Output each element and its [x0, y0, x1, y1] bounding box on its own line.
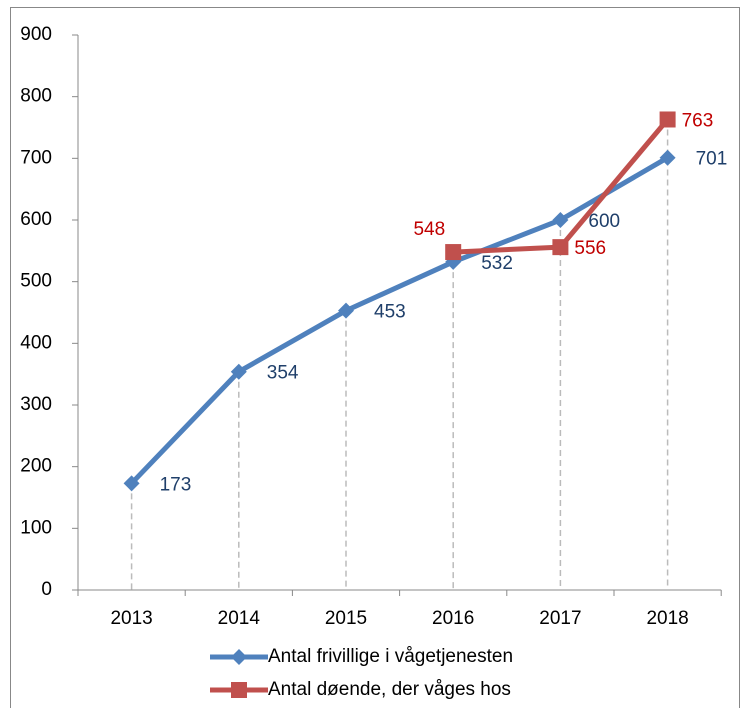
marker [445, 244, 462, 261]
y-tick-label: 0 [41, 579, 52, 600]
y-tick-label: 400 [20, 332, 52, 353]
y-tick-label: 800 [20, 86, 52, 107]
data-label: 763 [682, 110, 714, 131]
x-tick-label: 2015 [325, 608, 367, 629]
y-tick-label: 100 [20, 517, 52, 538]
data-label: 556 [574, 238, 606, 259]
x-tick-label: 2014 [218, 608, 261, 629]
data-label: 548 [413, 219, 445, 240]
data-label: 173 [160, 474, 192, 495]
chart-border [10, 7, 740, 708]
y-tick-label: 900 [20, 24, 52, 45]
marker [123, 475, 140, 492]
marker [552, 239, 569, 256]
x-tick-label: 2013 [110, 608, 152, 629]
marker [552, 212, 569, 228]
data-label: 453 [374, 302, 406, 323]
y-tick-label: 300 [20, 394, 52, 415]
x-tick-label: 2016 [432, 608, 474, 629]
marker [338, 302, 354, 319]
data-label: 600 [588, 211, 620, 232]
marker [445, 253, 462, 270]
data-label: 354 [267, 363, 299, 384]
marker [230, 363, 247, 380]
x-tick-label: 2017 [539, 608, 581, 629]
data-label: 701 [696, 149, 728, 170]
marker [659, 149, 676, 166]
marker [231, 682, 247, 698]
data-label: 532 [481, 253, 513, 274]
series-line [129, 155, 669, 486]
y-tick-label: 500 [20, 271, 52, 292]
y-tick-label: 600 [20, 209, 52, 230]
x-tick-label: 2018 [646, 608, 688, 629]
y-tick-label: 200 [20, 456, 52, 477]
marker [659, 111, 676, 128]
legend-label: Antal døende, der våges hos [268, 679, 511, 700]
y-tick-label: 700 [20, 147, 52, 168]
marker [231, 649, 247, 665]
legend-label: Antal frivillige i vågetjenesten [268, 646, 513, 667]
